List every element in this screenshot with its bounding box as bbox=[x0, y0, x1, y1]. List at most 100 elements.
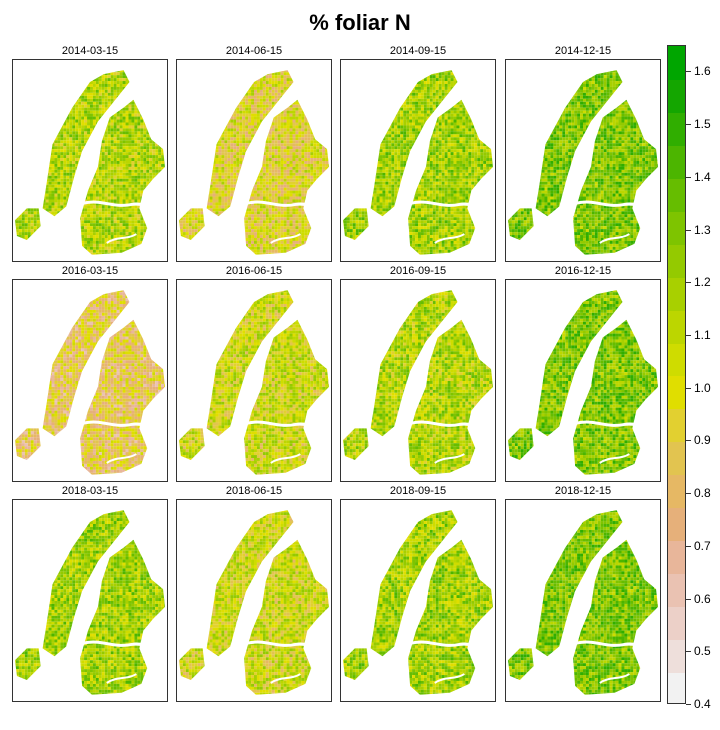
panel-date-label: 2014-09-15 bbox=[340, 45, 496, 57]
map-raster bbox=[507, 510, 659, 695]
legend-swatch bbox=[668, 606, 685, 641]
legend-tick bbox=[686, 176, 691, 178]
legend-tick-label: 1.3 bbox=[694, 224, 711, 236]
channel bbox=[599, 233, 630, 244]
legend-swatch bbox=[668, 144, 685, 179]
channel bbox=[574, 200, 655, 209]
legend-tick bbox=[686, 334, 691, 336]
map-raster bbox=[14, 290, 166, 475]
channel bbox=[245, 640, 326, 649]
channel bbox=[574, 640, 655, 649]
land-cells bbox=[507, 510, 659, 695]
legend-tick bbox=[686, 545, 691, 547]
land-cells bbox=[507, 70, 659, 255]
legend-tick bbox=[686, 229, 691, 231]
panel-date-label: 2014-12-15 bbox=[505, 45, 661, 57]
land-cells bbox=[14, 290, 166, 475]
legend-swatch bbox=[668, 276, 685, 311]
legend-tick bbox=[686, 493, 691, 495]
legend-tick-label: 1.5 bbox=[694, 118, 711, 130]
legend-swatch bbox=[668, 573, 685, 608]
legend-tick bbox=[686, 440, 691, 442]
legend-swatch bbox=[668, 243, 685, 278]
legend-tick-label: 1.2 bbox=[694, 276, 711, 288]
panel-date-label: 2014-03-15 bbox=[12, 45, 168, 57]
map-panel bbox=[12, 279, 168, 482]
legend-swatch bbox=[668, 309, 685, 344]
map-raster bbox=[178, 290, 330, 475]
map-panel bbox=[505, 59, 661, 262]
channel bbox=[434, 673, 465, 684]
land-cells bbox=[178, 70, 330, 255]
land-cells bbox=[178, 290, 330, 475]
legend-swatch bbox=[668, 474, 685, 509]
map-raster bbox=[178, 70, 330, 255]
legend-tick-label: 0.6 bbox=[694, 593, 711, 605]
panel-date-label: 2018-09-15 bbox=[340, 485, 496, 497]
map-panel bbox=[505, 279, 661, 482]
legend-tick-label: 0.4 bbox=[694, 698, 711, 710]
legend-tick-label: 0.9 bbox=[694, 434, 711, 446]
land-cells bbox=[507, 290, 659, 475]
legend-tick bbox=[686, 71, 691, 73]
land-cells bbox=[14, 70, 166, 255]
legend-swatch bbox=[668, 639, 685, 674]
panel-date-label: 2018-03-15 bbox=[12, 485, 168, 497]
map-raster bbox=[342, 510, 494, 695]
channel bbox=[106, 673, 137, 684]
legend-swatch bbox=[668, 375, 685, 410]
legend-swatch bbox=[668, 111, 685, 146]
legend-swatch bbox=[668, 78, 685, 113]
map-raster bbox=[507, 70, 659, 255]
panel-date-label: 2014-06-15 bbox=[176, 45, 332, 57]
map-panel bbox=[340, 499, 496, 702]
map-panel bbox=[176, 499, 332, 702]
land-cells bbox=[342, 510, 494, 695]
panel-date-label: 2018-12-15 bbox=[505, 485, 661, 497]
legend-tick-label: 1.0 bbox=[694, 382, 711, 394]
legend-tick-label: 0.5 bbox=[694, 645, 711, 657]
legend-tick bbox=[686, 282, 691, 284]
channel bbox=[106, 233, 137, 244]
legend-swatch bbox=[668, 672, 685, 703]
land-cells bbox=[178, 510, 330, 695]
land-cells bbox=[342, 70, 494, 255]
legend-tick bbox=[686, 704, 691, 705]
legend-tick-label: 1.4 bbox=[694, 171, 711, 183]
map-panel bbox=[340, 59, 496, 262]
map-raster bbox=[342, 70, 494, 255]
channel bbox=[599, 673, 630, 684]
channel bbox=[270, 453, 301, 464]
panel-date-label: 2016-12-15 bbox=[505, 265, 661, 277]
channel bbox=[434, 233, 465, 244]
channel bbox=[599, 453, 630, 464]
legend-tick bbox=[686, 598, 691, 600]
channel bbox=[409, 640, 490, 649]
channel bbox=[81, 640, 162, 649]
land-cells bbox=[342, 290, 494, 475]
legend-colorbar bbox=[667, 45, 686, 704]
legend-swatch bbox=[668, 177, 685, 212]
legend-tick bbox=[686, 387, 691, 389]
channel bbox=[409, 420, 490, 429]
chart-title: % foliar N bbox=[0, 10, 720, 36]
legend-tick-label: 0.8 bbox=[694, 487, 711, 499]
legend-swatch bbox=[668, 507, 685, 542]
panel-date-label: 2016-09-15 bbox=[340, 265, 496, 277]
channel bbox=[434, 453, 465, 464]
map-panel bbox=[505, 499, 661, 702]
panel-date-label: 2018-06-15 bbox=[176, 485, 332, 497]
map-panel bbox=[176, 59, 332, 262]
legend-swatch bbox=[668, 210, 685, 245]
channel bbox=[409, 200, 490, 209]
map-panel bbox=[176, 279, 332, 482]
legend-tick-label: 1.1 bbox=[694, 329, 711, 341]
panel-date-label: 2016-06-15 bbox=[176, 265, 332, 277]
panel-date-label: 2016-03-15 bbox=[12, 265, 168, 277]
channel bbox=[245, 200, 326, 209]
color-legend bbox=[667, 45, 687, 704]
map-raster bbox=[14, 70, 166, 255]
legend-tick-label: 1.6 bbox=[694, 65, 711, 77]
legend-swatch bbox=[668, 46, 685, 80]
